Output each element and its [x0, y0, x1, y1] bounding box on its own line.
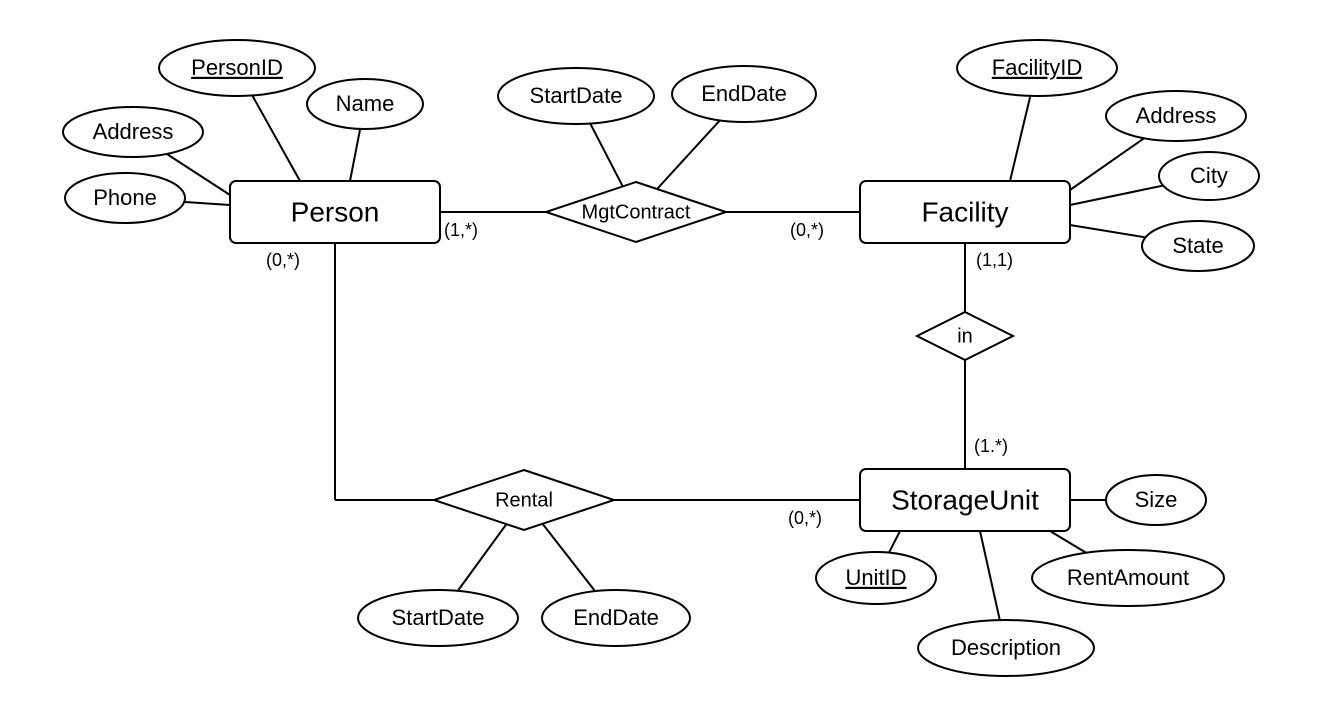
cardinality: (0,*): [266, 250, 300, 270]
relationship-label: Rental: [495, 489, 553, 511]
attribute-label: RentAmount: [1067, 565, 1189, 590]
cardinality: (0,*): [790, 220, 824, 240]
attribute-label: Name: [336, 91, 395, 116]
attribute-label: PersonID: [191, 55, 283, 80]
entity-label: Facility: [921, 196, 1008, 227]
relationship-label: in: [957, 325, 973, 347]
attribute-label: StartDate: [530, 83, 623, 108]
attribute-label: EndDate: [701, 81, 787, 106]
relationship-label: MgtContract: [582, 201, 691, 223]
attribute-label: Address: [1136, 103, 1217, 128]
entity-label: StorageUnit: [891, 484, 1039, 515]
cardinality: (0,*): [788, 508, 822, 528]
attribute-label: City: [1190, 163, 1228, 188]
cardinality: (1,*): [444, 220, 478, 240]
attribute-label: Address: [93, 119, 174, 144]
cardinality: (1.*): [974, 436, 1008, 456]
attribute-label: UnitID: [845, 565, 906, 590]
attribute-label: Size: [1135, 487, 1178, 512]
attribute-label: State: [1172, 233, 1223, 258]
attribute-label: EndDate: [573, 605, 659, 630]
attribute-label: Phone: [93, 185, 157, 210]
er-diagram: MgtContract in Rental Person Facility Storage…: [0, 0, 1333, 709]
attribute-label: Description: [951, 635, 1061, 660]
attribute-label: FacilityID: [992, 55, 1082, 80]
entity-label: Person: [291, 196, 380, 227]
cardinality: (1,1): [976, 250, 1013, 270]
attribute-label: StartDate: [392, 605, 485, 630]
